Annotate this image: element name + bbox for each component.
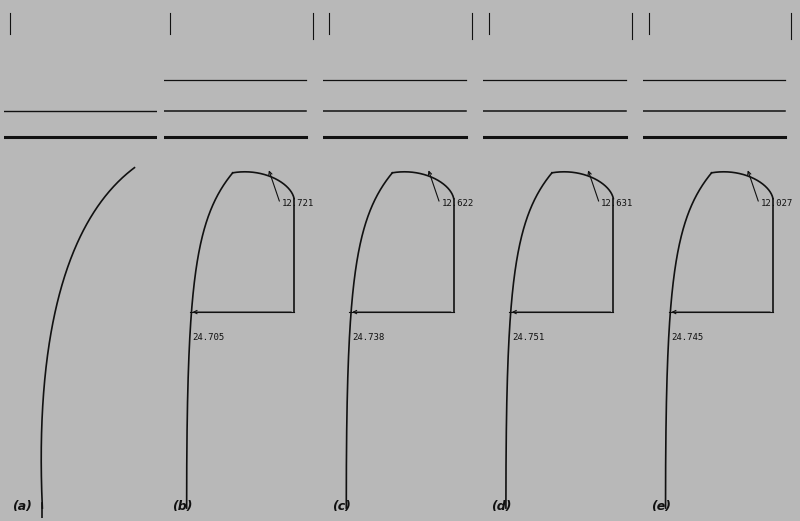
Text: 12.622: 12.622 (442, 199, 474, 208)
Text: (a): (a) (13, 500, 32, 513)
Text: 24.745: 24.745 (672, 333, 704, 342)
Text: 12.631: 12.631 (601, 199, 634, 208)
Text: 24.738: 24.738 (353, 333, 385, 342)
Text: (e): (e) (651, 500, 671, 513)
Text: (c): (c) (332, 500, 351, 513)
Text: 24.705: 24.705 (193, 333, 225, 342)
Text: 12.721: 12.721 (282, 199, 314, 208)
Text: 12.027: 12.027 (761, 199, 793, 208)
Text: 24.751: 24.751 (512, 333, 544, 342)
Text: (b): (b) (172, 500, 192, 513)
Text: (d): (d) (491, 500, 511, 513)
